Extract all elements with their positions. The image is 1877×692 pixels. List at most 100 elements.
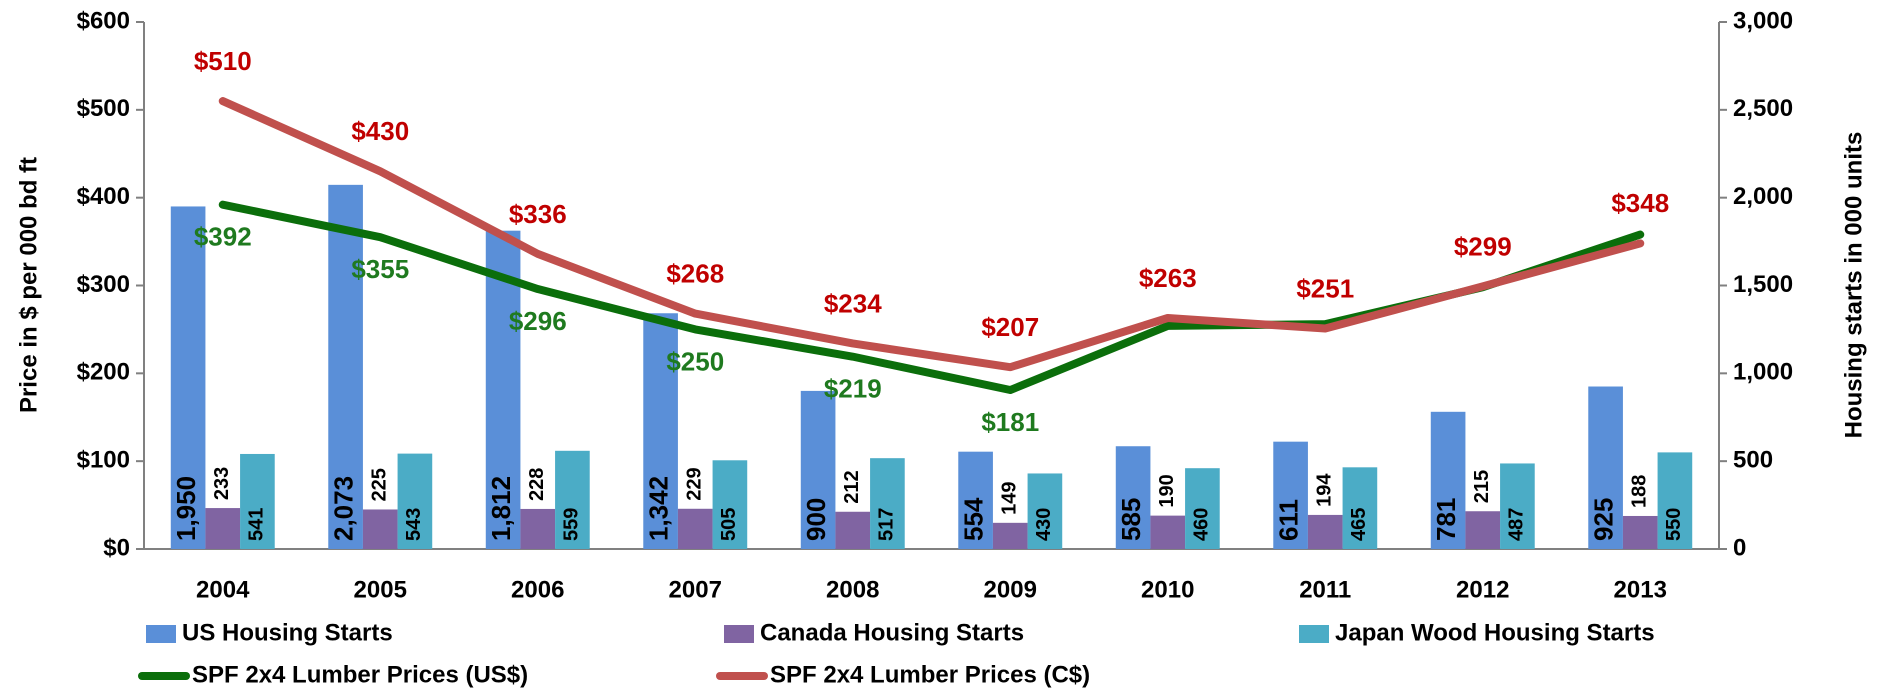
data-label: 487 xyxy=(1506,508,1528,541)
data-label: $250 xyxy=(666,346,724,376)
y-tick-label: $400 xyxy=(77,183,130,210)
bar xyxy=(958,451,993,549)
data-label: 925 xyxy=(1588,498,1618,541)
x-tick-label: 2004 xyxy=(196,576,250,603)
data-label: 505 xyxy=(718,508,740,541)
bar xyxy=(205,508,241,549)
data-label: 190 xyxy=(1156,474,1178,507)
data-label: 149 xyxy=(999,481,1021,514)
legend-label: SPF 2x4 Lumber Prices (C$) xyxy=(770,661,1090,688)
data-label: $355 xyxy=(351,254,409,284)
data-label: $219 xyxy=(824,374,882,404)
data-label: 229 xyxy=(684,467,706,500)
y2-tick-label: 500 xyxy=(1733,447,1773,474)
legend-swatch xyxy=(724,625,754,643)
data-label: $392 xyxy=(194,222,252,252)
x-tick-label: 2005 xyxy=(354,576,407,603)
x-tick-label: 2013 xyxy=(1614,576,1667,603)
bar xyxy=(800,390,836,549)
x-tick-label: 2008 xyxy=(826,576,879,603)
y2-axis-title: Housing starts in 000 units xyxy=(1840,132,1867,439)
data-label: 194 xyxy=(1314,473,1336,507)
data-label: 1,950 xyxy=(171,476,201,541)
bar xyxy=(1657,452,1693,549)
data-label: 430 xyxy=(1033,508,1055,541)
y-tick-label: $200 xyxy=(77,359,130,386)
bar xyxy=(992,522,1028,549)
data-label: $296 xyxy=(509,306,567,336)
bar xyxy=(362,509,398,549)
data-label: 559 xyxy=(561,508,583,541)
y-tick-label: $600 xyxy=(77,7,130,34)
data-label: $181 xyxy=(981,407,1039,437)
data-label: 900 xyxy=(801,498,831,541)
data-label: 517 xyxy=(876,508,898,541)
bar xyxy=(1622,515,1658,549)
bar xyxy=(1027,473,1063,549)
data-label: $251 xyxy=(1296,273,1354,303)
y-axis-title: Price in $ per 000 bd ft xyxy=(15,157,42,413)
data-label: 228 xyxy=(526,468,548,501)
y2-tick-label: 0 xyxy=(1733,534,1746,561)
data-label: $299 xyxy=(1454,231,1512,261)
bar xyxy=(643,313,678,549)
y2-tick-label: 2,000 xyxy=(1733,183,1793,210)
bar xyxy=(677,508,713,549)
data-label: $263 xyxy=(1139,263,1197,293)
bar xyxy=(1342,467,1378,549)
y2-tick-label: 2,500 xyxy=(1733,95,1793,122)
x-tick-label: 2011 xyxy=(1299,576,1351,603)
bar xyxy=(170,206,206,549)
x-tick-label: 2012 xyxy=(1456,576,1509,603)
bar xyxy=(240,453,275,549)
bar xyxy=(1185,468,1220,549)
data-label: 550 xyxy=(1663,508,1685,541)
data-label: 465 xyxy=(1348,508,1370,541)
line xyxy=(218,97,1645,372)
bar xyxy=(1500,463,1535,549)
data-label: 781 xyxy=(1431,498,1461,541)
data-label: 1,812 xyxy=(486,476,516,541)
data-label: 215 xyxy=(1471,470,1493,503)
x-tick-label: 2010 xyxy=(1141,576,1194,603)
y-tick-label: $0 xyxy=(103,534,130,561)
bar xyxy=(1150,515,1186,549)
data-label: 212 xyxy=(841,470,863,503)
bar xyxy=(397,453,433,549)
data-label: 225 xyxy=(369,468,391,501)
data-label: 460 xyxy=(1191,508,1213,541)
bar xyxy=(1273,441,1308,549)
bar xyxy=(555,450,590,549)
bar xyxy=(1307,514,1343,549)
legend-label: Canada Housing Starts xyxy=(760,619,1024,646)
bar xyxy=(328,184,363,549)
bar xyxy=(1115,446,1151,549)
data-label: $268 xyxy=(666,258,724,288)
data-label: 1,342 xyxy=(643,476,673,541)
legend-swatch xyxy=(1299,625,1329,643)
y2-tick-label: 1,500 xyxy=(1733,271,1793,298)
data-label: $207 xyxy=(981,312,1039,342)
bar xyxy=(1430,411,1466,549)
data-label: $348 xyxy=(1611,188,1669,218)
data-label: $336 xyxy=(509,199,567,229)
y-tick-label: $300 xyxy=(77,271,130,298)
data-label: 543 xyxy=(403,508,425,541)
legend-swatch xyxy=(146,625,176,643)
data-label: 611 xyxy=(1273,499,1303,541)
data-label: $510 xyxy=(194,46,252,76)
y-tick-label: $100 xyxy=(77,447,130,474)
bar xyxy=(712,460,748,549)
data-label: 233 xyxy=(211,467,233,500)
data-label: 554 xyxy=(958,497,988,541)
x-tick-label: 2009 xyxy=(984,576,1037,603)
data-label: 188 xyxy=(1629,475,1651,508)
data-label: $234 xyxy=(824,288,882,318)
data-label: 541 xyxy=(246,508,268,541)
bar xyxy=(520,508,556,549)
x-tick-label: 2007 xyxy=(669,576,722,603)
legend-label: Japan Wood Housing Starts xyxy=(1335,619,1655,646)
legend-label: SPF 2x4 Lumber Prices (US$) xyxy=(192,661,528,688)
x-tick-label: 2006 xyxy=(511,576,564,603)
